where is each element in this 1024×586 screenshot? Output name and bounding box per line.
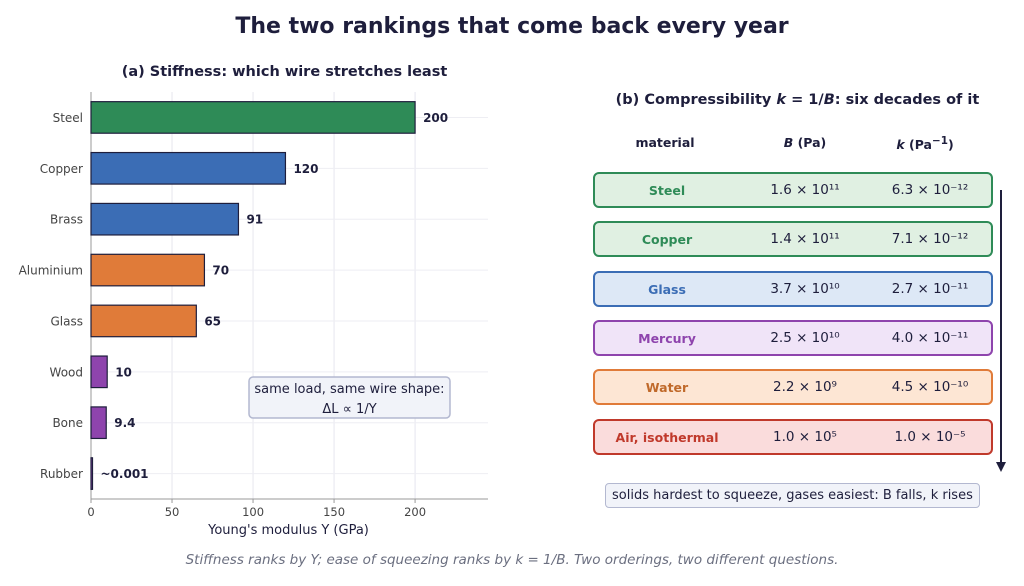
annotation-line-2: ΔL ∝ 1/Y xyxy=(322,402,376,417)
bulk-modulus-value: 1.6 × 10¹¹ xyxy=(770,182,840,198)
compressibility-note: solids hardest to squeeze, gases easiest… xyxy=(605,483,980,508)
material-name: Mercury xyxy=(638,330,696,346)
x-tick-label: 50 xyxy=(165,505,180,519)
compressibility-panel: (b) Compressibility k = 1/B: six decades… xyxy=(590,92,1020,522)
bar xyxy=(90,304,197,338)
material-name: Air, isothermal xyxy=(615,429,719,445)
bar xyxy=(90,202,240,236)
data-label: 65 xyxy=(204,314,221,328)
bulk-modulus-value: 2.2 × 10⁹ xyxy=(773,379,837,396)
data-label: 70 xyxy=(212,264,229,278)
x-tick-label: 200 xyxy=(404,505,426,519)
page-title: The two rankings that come back every ye… xyxy=(235,14,789,39)
col-header-material: material xyxy=(635,135,695,150)
compressibility-value: 1.0 × 10⁻⁵ xyxy=(894,428,966,445)
bulk-modulus-value: 1.4 × 10¹¹ xyxy=(770,231,840,248)
bulk-modulus-value: 2.5 × 10¹⁰ xyxy=(770,329,840,346)
material-row: Mercury 2.5 × 10¹⁰ 4.0 × 10⁻¹¹ xyxy=(593,319,993,356)
material-row: Steel 1.6 × 10¹¹ 6.3 × 10⁻¹² xyxy=(593,172,993,208)
stiffness-chart: (a) Stiffness: which wire stretches leas… xyxy=(19,64,488,538)
y-tick-label: Rubber xyxy=(40,467,83,481)
data-label: 9.4 xyxy=(114,416,135,430)
bar xyxy=(90,406,107,440)
material-row: Water 2.2 × 10⁹ 4.5 × 10⁻¹⁰ xyxy=(593,369,993,406)
x-tick-label: 100 xyxy=(242,505,264,519)
annotation-line-1: same load, same wire shape: xyxy=(254,382,444,397)
compressibility-value: 4.0 × 10⁻¹¹ xyxy=(891,329,969,346)
footer-caption: Stiffness ranks by Y; ease of squeezing … xyxy=(185,552,839,568)
bar xyxy=(90,253,206,287)
chart-title: (a) Stiffness: which wire stretches leas… xyxy=(122,64,448,80)
bar xyxy=(90,151,287,185)
data-label: 91 xyxy=(246,213,263,227)
col-header-k: k (Pa−1) xyxy=(896,135,954,153)
material-row: Air, isothermal 1.0 × 10⁵ 1.0 × 10⁻⁵ xyxy=(593,418,993,455)
compressibility-value: 2.7 × 10⁻¹¹ xyxy=(891,280,969,297)
bulk-modulus-value: 1.0 × 10⁵ xyxy=(773,428,837,445)
material-name: Glass xyxy=(648,281,686,297)
data-label: 10 xyxy=(115,365,132,379)
annotation-box xyxy=(248,376,451,419)
y-tick-label: Aluminium xyxy=(19,264,83,278)
data-label: 120 xyxy=(293,162,318,176)
x-tick-label: 0 xyxy=(87,505,94,519)
material-name: Steel xyxy=(648,183,686,198)
compressibility-value: 7.1 × 10⁻¹² xyxy=(891,231,969,248)
material-row: Glass 3.7 × 10¹⁰ 2.7 × 10⁻¹¹ xyxy=(593,270,993,307)
x-axis-label: Young's modulus Y (GPa) xyxy=(207,523,369,538)
x-tick-label: 150 xyxy=(323,505,345,519)
y-tick-label: Copper xyxy=(40,162,83,176)
y-tick-label: Brass xyxy=(50,213,83,227)
bar xyxy=(90,457,94,490)
bar xyxy=(90,101,416,134)
material-name: Copper xyxy=(641,232,693,248)
bulk-modulus-value: 3.7 × 10¹⁰ xyxy=(770,280,840,297)
y-tick-label: Steel xyxy=(53,111,83,125)
y-tick-label: Glass xyxy=(51,314,84,328)
compressibility-value: 4.5 × 10⁻¹⁰ xyxy=(891,379,969,396)
data-label: ~0.001 xyxy=(101,467,149,481)
col-header-b: B (Pa) xyxy=(783,135,827,150)
ranking-arrow xyxy=(1000,190,1002,462)
material-row: Copper 1.4 × 10¹¹ 7.1 × 10⁻¹² xyxy=(593,221,993,258)
compressibility-value: 6.3 × 10⁻¹² xyxy=(891,182,969,198)
data-label: 200 xyxy=(423,111,448,125)
bar xyxy=(90,355,108,389)
material-name: Water xyxy=(645,380,689,396)
compressibility-title: (b) Compressibility k = 1/B: six decades… xyxy=(615,92,980,108)
ranking-arrow-head xyxy=(996,462,1006,472)
y-tick-label: Bone xyxy=(52,416,83,430)
y-tick-label: Wood xyxy=(50,365,83,379)
